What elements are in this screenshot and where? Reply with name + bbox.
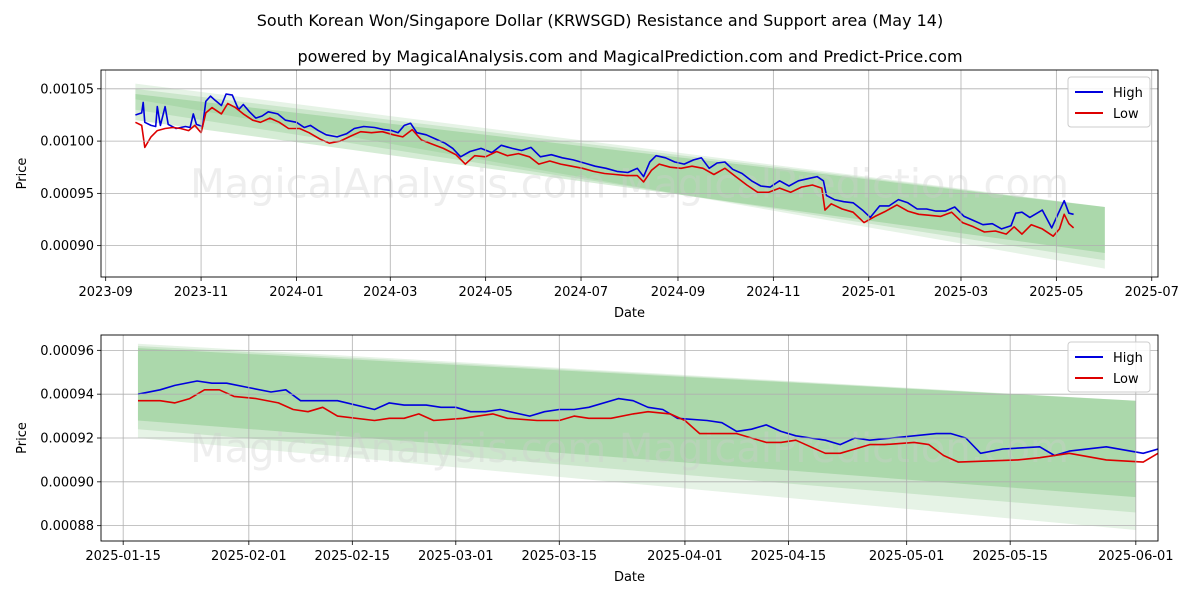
x-tick-label: 2024-11	[746, 285, 800, 300]
y-tick-label: 0.00094	[40, 388, 94, 403]
legend: High Low	[1067, 341, 1151, 393]
y-tick-label: 0.00090	[40, 475, 94, 490]
support-resistance-band-0	[137, 343, 1136, 531]
x-tick-label: 2025-02-15	[315, 549, 391, 564]
y-tick-label: 0.00090	[40, 239, 94, 254]
x-tick-label: 2025-05	[1029, 285, 1083, 300]
x-tick-label: 2023-11	[174, 285, 228, 300]
x-tick-label: 2025-06-01	[1098, 549, 1174, 564]
legend: High Low	[1067, 76, 1151, 128]
x-tick-label: 2025-04-01	[647, 549, 723, 564]
x-tick-label: 2024-09	[651, 285, 705, 300]
x-tick-label: 2024-05	[458, 285, 512, 300]
legend-label-high: High	[1113, 351, 1143, 366]
x-tick-label: 2025-07	[1125, 285, 1179, 300]
x-tick-label: 2023-09	[79, 285, 133, 300]
x-tick-label: 2024-07	[554, 285, 608, 300]
x-tick-label: 2025-03-15	[521, 549, 597, 564]
x-tick-label: 2025-03	[934, 285, 988, 300]
chart-title: South Korean Won/Singapore Dollar (KRWSG…	[257, 11, 943, 30]
y-tick-label: 0.00096	[40, 344, 94, 359]
y-tick-label: 0.00088	[40, 519, 94, 534]
legend-label-high: High	[1113, 86, 1143, 101]
watermark: MagicalAnalysis.com MagicalPrediction.co…	[190, 426, 1069, 472]
x-tick-label: 2025-05-15	[972, 549, 1048, 564]
y-tick-label: 0.00095	[40, 187, 94, 202]
chart-subtitle: powered by MagicalAnalysis.com and Magic…	[297, 47, 962, 66]
x-tick-label: 2024-03	[363, 285, 417, 300]
x-tick-label: 2025-01	[842, 285, 896, 300]
y-tick-label: 0.00092	[40, 432, 94, 447]
support-resistance-band-2	[135, 94, 1105, 253]
plot-frame	[100, 69, 1159, 278]
y-tick-label: 0.00100	[40, 135, 94, 150]
legend-box	[1067, 341, 1151, 393]
watermark: MagicalAnalysis.com MagicalPrediction.co…	[190, 162, 1069, 208]
y-axis-label: Price	[15, 158, 30, 190]
series-line-high	[135, 93, 1074, 230]
series-line-low	[135, 102, 1075, 237]
x-tick-label: 2025-01-15	[85, 549, 161, 564]
support-resistance-band-2	[137, 348, 1136, 498]
support-resistance-band-0	[135, 83, 1105, 269]
legend-label-low: Low	[1113, 107, 1139, 122]
x-tick-label: 2025-04-15	[751, 549, 827, 564]
series-line-high	[137, 380, 1158, 457]
legend-box	[1067, 76, 1151, 128]
x-tick-label: 2025-05-01	[869, 549, 945, 564]
plot-area: MagicalAnalysis.com MagicalPrediction.co…	[135, 83, 1105, 269]
plot-frame	[100, 334, 1159, 542]
x-tick-label: 2025-02-01	[211, 549, 287, 564]
support-resistance-band-1	[137, 345, 1136, 513]
y-tick-label: 0.00105	[40, 82, 94, 97]
x-tick-label: 2025-03-01	[418, 549, 494, 564]
plot-area: MagicalAnalysis.com MagicalPrediction.co…	[137, 343, 1158, 531]
x-axis-label: Date	[614, 570, 645, 585]
x-tick-label: 2024-01	[269, 285, 323, 300]
bottom-chart: MagicalAnalysis.com MagicalPrediction.co…	[15, 334, 1174, 585]
x-axis-label: Date	[614, 306, 645, 321]
series-line-low	[138, 388, 1158, 463]
top-chart: MagicalAnalysis.com MagicalPrediction.co…	[15, 69, 1179, 321]
legend-label-low: Low	[1113, 372, 1139, 387]
y-axis-label: Price	[15, 422, 30, 454]
